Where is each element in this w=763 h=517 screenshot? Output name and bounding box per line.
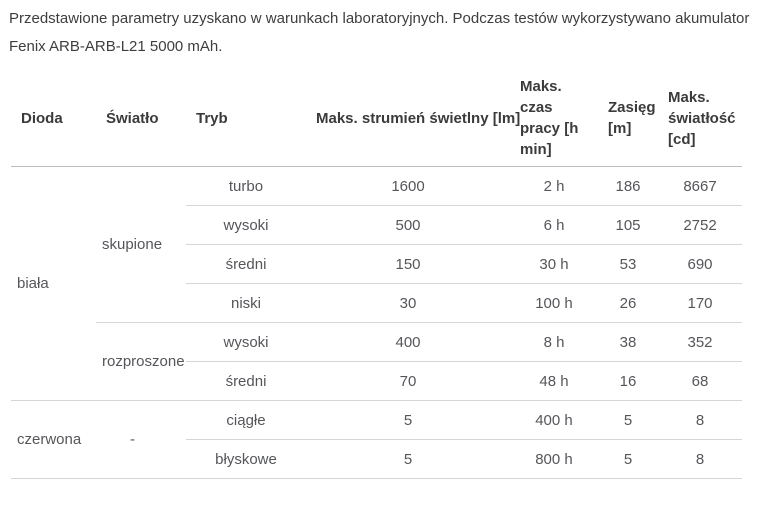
cell-runtime: 400 h	[510, 400, 598, 440]
cell-range: 26	[598, 283, 658, 323]
col-header-swiatlo: Światło	[96, 70, 186, 167]
cell-mode: turbo	[186, 166, 306, 206]
cell-lumens: 70	[306, 361, 510, 401]
cell-intensity: 8	[658, 439, 742, 479]
cell-intensity: 690	[658, 244, 742, 284]
cell-lumens: 150	[306, 244, 510, 284]
table-row: biała skupione turbo 1600 2 h 186 8667	[11, 166, 742, 401]
cell-mode: wysoki	[186, 322, 306, 362]
cell-runtime: 100 h	[510, 283, 598, 323]
cell-lumens: 30	[306, 283, 510, 323]
cell-runtime: 6 h	[510, 205, 598, 245]
cell-range: 5	[598, 439, 658, 479]
col-header-strumien: Maks. strumień świetlny [lm]	[306, 70, 520, 167]
cell-runtime: 48 h	[510, 361, 598, 401]
col-header-dioda: Dioda	[11, 70, 96, 167]
col-header-czas-pracy: Maks. czas pracy [h min]	[510, 70, 598, 167]
cell-mode: niski	[186, 283, 306, 323]
cell-range: 5	[598, 400, 658, 440]
col-header-zasieg: Zasięg [m]	[598, 70, 658, 167]
cell-mode: ciągłe	[186, 400, 306, 440]
cell-mode: błyskowe	[186, 439, 306, 479]
cell-range: 53	[598, 244, 658, 284]
cell-range: 38	[598, 322, 658, 362]
cell-runtime: 800 h	[510, 439, 598, 479]
cell-runtime: 30 h	[510, 244, 598, 284]
table-row: niski 30 100 h 26 170	[11, 283, 742, 323]
cell-intensity: 8	[658, 400, 742, 440]
cell-lumens: 400	[306, 322, 510, 362]
cell-mode: średni	[186, 244, 306, 284]
cell-diode-group: biała	[11, 166, 96, 401]
cell-intensity: 2752	[658, 205, 742, 245]
cell-range: 186	[598, 166, 658, 206]
cell-lumens: 500	[306, 205, 510, 245]
spec-table: Dioda Światło Tryb Maks. strumień świetl…	[11, 70, 742, 479]
cell-lumens: 5	[306, 400, 510, 440]
cell-runtime: 2 h	[510, 166, 598, 206]
table-row: błyskowe 5 800 h 5 8	[11, 439, 742, 479]
cell-diode-group: czerwona	[11, 400, 96, 479]
cell-beam-group: -	[96, 400, 186, 479]
cell-range: 16	[598, 361, 658, 401]
cell-beam-group: skupione	[96, 166, 186, 323]
cell-intensity: 8667	[658, 166, 742, 206]
table-row: średni 150 30 h 53 690	[11, 244, 742, 284]
cell-intensity: 170	[658, 283, 742, 323]
header-row: Dioda Światło Tryb Maks. strumień świetl…	[11, 70, 742, 167]
table-row: rozproszone wysoki 400 8 h 38 352	[11, 322, 742, 401]
cell-runtime: 8 h	[510, 322, 598, 362]
table-row: średni 70 48 h 16 68	[11, 361, 742, 401]
intro-paragraph: Przedstawione parametry uzyskano w warun…	[9, 10, 750, 55]
cell-lumens: 1600	[306, 166, 510, 206]
cell-mode: wysoki	[186, 205, 306, 245]
cell-range: 105	[598, 205, 658, 245]
cell-lumens: 5	[306, 439, 510, 479]
cell-mode: średni	[186, 361, 306, 401]
cell-intensity: 68	[658, 361, 742, 401]
cell-beam-group: rozproszone	[96, 322, 186, 401]
table-row: wysoki 500 6 h 105 2752	[11, 205, 742, 245]
cell-intensity: 352	[658, 322, 742, 362]
table-row: czerwona - ciągłe 5 400 h 5 8	[11, 400, 742, 479]
col-header-swiatlosc: Maks. światłość [cd]	[658, 70, 742, 167]
col-header-tryb: Tryb	[186, 70, 306, 167]
